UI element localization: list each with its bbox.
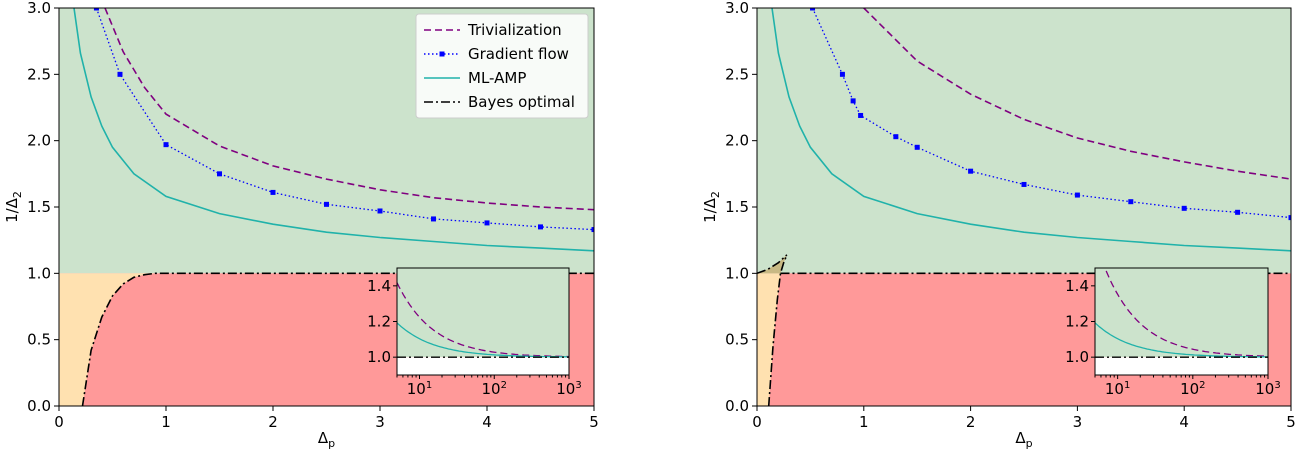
inset-x-tick-label: 103 xyxy=(556,380,581,398)
series-gradient-flow-point xyxy=(377,208,383,214)
series-ml-amp-line xyxy=(771,8,1291,252)
y-tick-label: 3.0 xyxy=(27,0,51,17)
region-wedge xyxy=(757,254,787,274)
series-ml-amp-line xyxy=(73,8,594,252)
x-axis-label: Δp xyxy=(1015,429,1032,450)
y-tick-label: 2.5 xyxy=(725,65,749,83)
inset-trivialization-line xyxy=(397,282,569,358)
y-tick-label: 3.0 xyxy=(725,0,749,17)
series-gradient-flow-point xyxy=(1074,192,1080,198)
series-gradient-flow-point xyxy=(538,224,543,230)
inset-region-upper xyxy=(397,268,569,358)
y-tick-label: 1.5 xyxy=(27,198,51,216)
inset-ml-amp-line xyxy=(1095,322,1268,358)
inset-region-upper xyxy=(1095,268,1268,358)
y-tick-label: 2.5 xyxy=(27,65,51,83)
x-tick-label: 3 xyxy=(1073,413,1083,431)
region-upper xyxy=(757,8,1291,274)
series-gradient-flow-point xyxy=(591,227,594,233)
series-gradient-flow-point xyxy=(893,134,899,140)
region-left xyxy=(757,273,781,406)
series-gradient-flow-point xyxy=(914,144,920,150)
y-axis-label: 1/Δ2 xyxy=(3,191,24,223)
y-tick-label: 2.0 xyxy=(725,132,749,150)
inset-x-tick-label: 102 xyxy=(482,380,507,398)
series-trivialization-line xyxy=(104,8,594,211)
series-gradient-flow-point xyxy=(839,71,845,77)
series-gradient-flow-point xyxy=(270,189,276,195)
series-gradient-flow-point xyxy=(858,112,864,118)
inset-x-tick-label: 102 xyxy=(1180,380,1205,398)
inset-y-tick-label: 1.2 xyxy=(367,313,391,331)
inset-y-tick-label: 1.4 xyxy=(1065,277,1089,295)
y-tick-label: 1.0 xyxy=(725,264,749,282)
y-tick-label: 0.5 xyxy=(725,331,749,349)
x-tick-label: 1 xyxy=(161,413,171,431)
inset-x-tick-label: 101 xyxy=(1105,380,1130,398)
y-tick-label: 0.0 xyxy=(27,397,51,415)
inset: 1.0 1.2 1.4 101 102 103 xyxy=(367,267,582,398)
x-tick-label: 4 xyxy=(482,413,492,431)
series-gradient-flow-point xyxy=(217,171,222,177)
series-gradient-flow-point xyxy=(93,8,99,11)
series-gradient-flow-point xyxy=(117,71,123,77)
series-gradient-flow-point xyxy=(163,142,169,148)
region-left xyxy=(59,273,594,406)
inset-plot-area xyxy=(1095,268,1268,375)
series-gradient-flow-point xyxy=(850,98,856,104)
series-gradient-flow-point xyxy=(810,8,816,11)
inset-y-tick-label: 1.0 xyxy=(367,348,391,366)
inset-plot-area xyxy=(397,268,569,375)
y-tick-label: 0.5 xyxy=(27,331,51,349)
x-tick-label: 0 xyxy=(54,413,64,431)
series-bayes-optimal-line xyxy=(81,272,594,406)
x-tick-label: 2 xyxy=(268,413,278,431)
x-tick-label: 1 xyxy=(859,413,869,431)
series-gradient-flow-point xyxy=(324,201,329,207)
inset-region-lower xyxy=(397,357,569,375)
series-gradient-flow-point xyxy=(1288,215,1291,221)
series-gradient-flow-point xyxy=(1128,199,1134,205)
series-gradient-flow-point xyxy=(431,216,436,222)
legend-label: Gradient flow xyxy=(468,45,569,63)
series-gradient-flow-point xyxy=(1021,181,1027,187)
x-axis-label: Δp xyxy=(318,429,335,450)
y-axis-label: 1/Δ2 xyxy=(701,191,722,223)
inset-y-tick-label: 1.2 xyxy=(1065,313,1089,331)
y-tick-label: 0.0 xyxy=(725,397,749,415)
series-bayes-optimal-line xyxy=(757,254,788,275)
series-gradient-flow-point xyxy=(1181,205,1187,211)
x-tick-label: 3 xyxy=(375,413,385,431)
inset-trivialization-line xyxy=(1104,268,1268,357)
legend-label: Bayes optimal xyxy=(468,93,575,111)
legend: Trivialization Gradient flow ML-AMP Bayes o… xyxy=(415,13,589,119)
series-gradient-flow-point xyxy=(1235,209,1241,215)
legend-label: Trivialization xyxy=(467,21,562,39)
series-trivialization-line xyxy=(863,8,1291,180)
series-gradient-flow-point xyxy=(968,168,974,174)
inset-x-tick-label: 103 xyxy=(1255,380,1280,398)
inset-x-tick-label: 101 xyxy=(407,380,432,398)
inset: 1.0 1.2 1.4 101 102 103 xyxy=(1065,267,1281,398)
inset-ml-amp-line xyxy=(397,322,569,358)
y-tick-label: 1.0 xyxy=(27,264,51,282)
inset-region-lower xyxy=(1095,357,1268,375)
legend-label: ML-AMP xyxy=(468,69,526,87)
inset-y-tick-label: 1.4 xyxy=(367,277,391,295)
series-gradient-flow-point xyxy=(484,220,490,226)
left-panel: 0 1 2 3 4 5 0.0 0.5 1.0 1.5 2.0 2.5 3.0 Δp 1/Δ2 Trivial… xyxy=(3,0,599,450)
x-tick-label: 5 xyxy=(1286,413,1296,431)
legend-marker xyxy=(439,51,445,57)
series-bayes-optimal-line xyxy=(767,254,788,406)
inset-y-tick-label: 1.0 xyxy=(1065,348,1089,366)
right-panel: 0 1 2 3 4 50.00.51.01.52.02.53.0Δp1/Δ21.01.21… xyxy=(701,0,1296,450)
x-tick-label: 5 xyxy=(589,413,599,431)
x-tick-label: 0 xyxy=(752,413,762,431)
x-tick-label: 2 xyxy=(966,413,976,431)
x-tick-label: 4 xyxy=(1179,413,1189,431)
legend-box xyxy=(415,13,589,119)
y-tick-label: 1.5 xyxy=(725,198,749,216)
y-tick-label: 2.0 xyxy=(27,132,51,150)
